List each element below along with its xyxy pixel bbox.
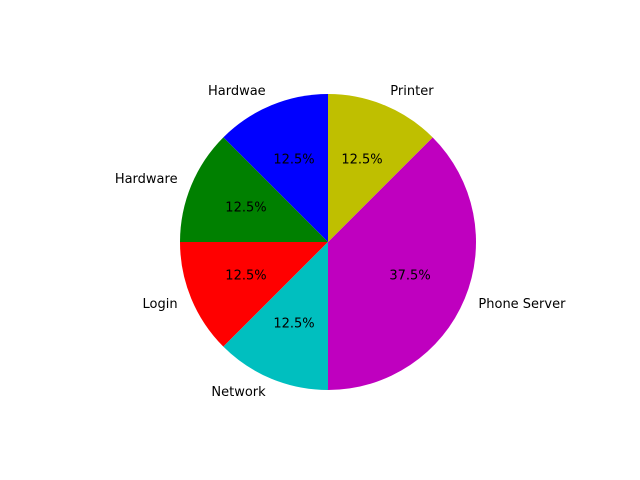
pie-slice-network — [223, 242, 328, 390]
percent-label-hardwae: 12.5% — [273, 152, 314, 167]
pie-slice-hardwae — [223, 94, 328, 242]
pie-slice-phone-server — [328, 137, 476, 390]
percent-label-login: 12.5% — [225, 268, 266, 283]
slice-labels: Hardwae Hardware Login Network Phone Server P… — [115, 84, 566, 400]
slice-label-printer: Printer — [390, 84, 434, 99]
pie-slice-printer — [328, 94, 433, 242]
slice-label-login: Login — [143, 297, 178, 312]
slice-label-hardware: Hardware — [115, 172, 178, 187]
slice-label-hardwae: Hardwae — [208, 84, 266, 99]
percent-label-printer: 12.5% — [341, 152, 382, 167]
pie-slice-hardware — [180, 137, 328, 242]
slice-label-phone-server: Phone Server — [478, 297, 566, 312]
pie-slices — [180, 94, 476, 390]
pie-slice-login — [180, 242, 328, 347]
percent-label-hardware: 12.5% — [225, 201, 266, 216]
percent-label-phone-server: 37.5% — [389, 268, 430, 283]
slice-label-network: Network — [211, 385, 266, 400]
percent-label-network: 12.5% — [273, 317, 314, 332]
percent-labels: 12.5% 12.5% 12.5% 12.5% 37.5% 12.5% — [225, 152, 430, 331]
